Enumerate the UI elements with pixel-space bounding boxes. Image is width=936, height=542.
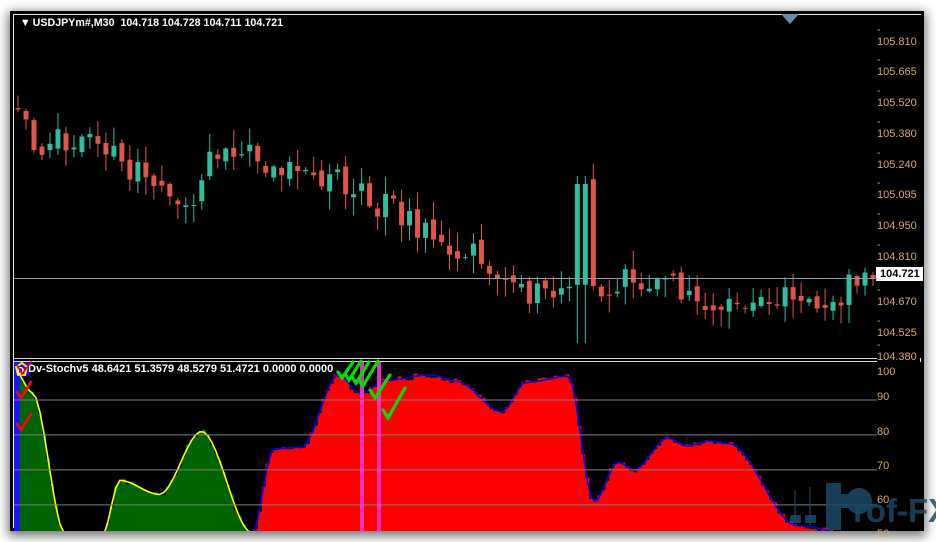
svg-text:rof-FX: rof-FX [853,492,936,529]
